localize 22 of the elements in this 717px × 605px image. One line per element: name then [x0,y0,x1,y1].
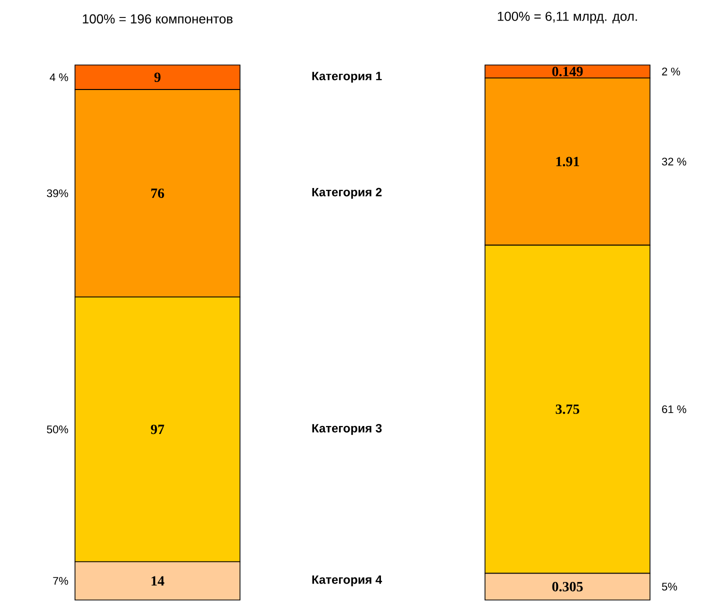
text: Категория 2 [312,188,382,199]
text: 5% [662,582,678,591]
data-label: 3.75 [556,404,580,414]
text: 39% [46,189,68,198]
text: 7% [53,577,68,585]
chart-title: 100% = 196 компонентов [82,14,233,24]
data-label: 14 [152,576,164,586]
text: 50% [46,425,68,434]
text: Категория 3 [312,424,382,435]
data-label: 9 [154,72,160,82]
text: 2 % [662,68,680,76]
data-label: 0.149 [552,66,583,76]
data-label: 76 [151,188,164,198]
text: 61 % [662,405,686,414]
text: 4 % [50,73,68,82]
text: 32 % [662,158,686,166]
text: Категория 4 [312,576,382,586]
text: Категория 1 [312,72,382,83]
data-label: 0.305 [552,582,583,592]
data-label: 97 [150,424,164,434]
chart-title: 100% = 6,11 млрд. дол. [498,12,637,24]
data-label: 1.91 [556,156,580,166]
